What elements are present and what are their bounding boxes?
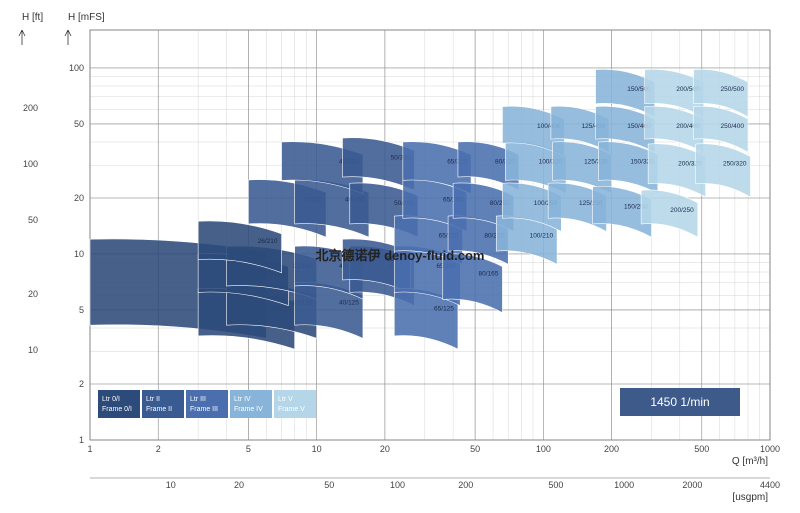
x2-tick-label: 200 xyxy=(458,480,473,490)
legend-swatch xyxy=(98,390,140,418)
legend-swatch xyxy=(274,390,316,418)
x2-tick-label: 10 xyxy=(166,480,176,490)
legend-label-bot: Frame V xyxy=(278,406,305,413)
x2-tick-label: 100 xyxy=(390,480,405,490)
y2-axis-label: H [mFS] xyxy=(68,12,105,23)
legend-swatch xyxy=(142,390,184,418)
y1-tick-label: 200 xyxy=(23,103,38,113)
x2-tick-label: 50 xyxy=(324,480,334,490)
x-tick-label: 10 xyxy=(312,444,322,454)
y1-tick-label: 20 xyxy=(28,289,38,299)
x-tick-label: 2 xyxy=(156,444,161,454)
patch-label: 100/210 xyxy=(530,233,554,240)
legend-swatch xyxy=(230,390,272,418)
x2-tick-label: 20 xyxy=(234,480,244,490)
x1-axis-label: Q [m³/h] xyxy=(732,456,768,467)
y2-tick-label: 20 xyxy=(74,193,84,203)
legend-label-bot: Frame III xyxy=(190,406,218,413)
legend-label-bot: Frame II xyxy=(146,406,172,413)
patch-label: 26/210 xyxy=(258,238,278,245)
x2-tick-label: 2000 xyxy=(682,480,702,490)
legend-label-top: Ltr 0/I xyxy=(102,396,120,403)
legend-label-top: Ltr IV xyxy=(234,396,251,403)
legend-label-bot: Frame 0/I xyxy=(102,406,132,413)
patch-label: 80/165 xyxy=(479,271,499,278)
patch-label: 40/125 xyxy=(339,299,359,306)
patch-label: 200/250 xyxy=(670,207,694,214)
patch-label: 250/400 xyxy=(721,123,745,130)
x2-tick-label: 4400 xyxy=(760,480,780,490)
y1-tick-label: 100 xyxy=(23,159,38,169)
y1-axis-label: H [ft] xyxy=(22,12,43,23)
x-tick-label: 200 xyxy=(604,444,619,454)
y1-tick-label: 50 xyxy=(28,215,38,225)
legend-label-top: Ltr V xyxy=(278,396,293,403)
pump-coverage-chart: 1 2 5 10 20 50 100 200 500 1000 1 2 5 10 20 50 100 10 20 50… xyxy=(0,0,800,513)
x-tick-label: 5 xyxy=(246,444,251,454)
y2-tick-label: 5 xyxy=(79,305,84,315)
x-tick-label: 100 xyxy=(536,444,551,454)
y2-tick-label: 1 xyxy=(79,435,84,445)
x-tick-label: 1 xyxy=(87,444,92,454)
legend-label-top: Ltr III xyxy=(190,396,206,403)
legend-swatch xyxy=(186,390,228,418)
legend-label-top: Ltr II xyxy=(146,396,160,403)
y2-tick-label: 2 xyxy=(79,379,84,389)
patch-label: 250/500 xyxy=(721,86,745,93)
y2-tick-label: 100 xyxy=(69,63,84,73)
legend-label-bot: Frame IV xyxy=(234,406,263,413)
x2-axis-label: [usgpm] xyxy=(732,492,768,503)
y2-tick-label: 10 xyxy=(74,249,84,259)
x-tick-label: 20 xyxy=(380,444,390,454)
arrow-icon xyxy=(19,30,25,45)
x2-tick-label: 500 xyxy=(548,480,563,490)
x-tick-label: 500 xyxy=(694,444,709,454)
watermark-text: 北京德诺伊 denoy-fluid.com xyxy=(315,248,484,263)
y2-tick-label: 50 xyxy=(74,119,84,129)
x-tick-label: 1000 xyxy=(760,444,780,454)
speed-label: 1450 1/min xyxy=(650,395,709,409)
arrow-icon xyxy=(65,30,71,45)
patch-label: 250/320 xyxy=(723,161,747,168)
x-tick-label: 50 xyxy=(470,444,480,454)
x2-tick-label: 1000 xyxy=(614,480,634,490)
patch-label: 65/125 xyxy=(434,305,454,312)
y1-tick-label: 10 xyxy=(28,345,38,355)
